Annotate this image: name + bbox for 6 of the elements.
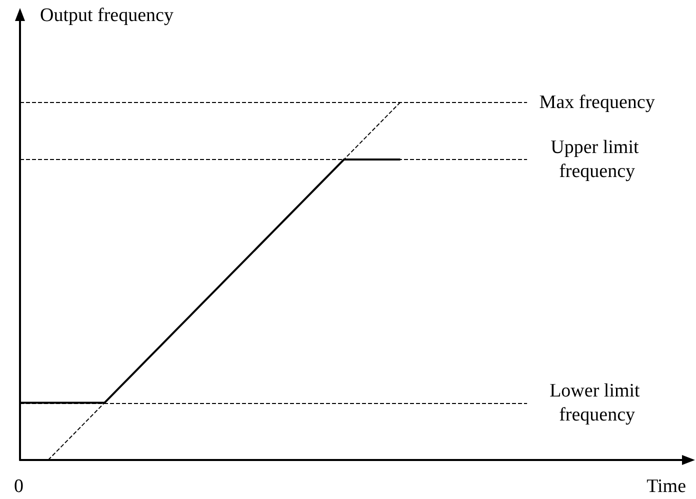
ref-line-label: Upper limit frequency xyxy=(550,137,644,182)
ref-line-label: Max frequency xyxy=(539,92,656,113)
text: 0 xyxy=(14,476,24,497)
ref-line-label: Lower limit frequency xyxy=(550,380,645,426)
x-axis-title: Time xyxy=(646,476,686,497)
y-axis-title: Output frequency xyxy=(40,5,174,26)
